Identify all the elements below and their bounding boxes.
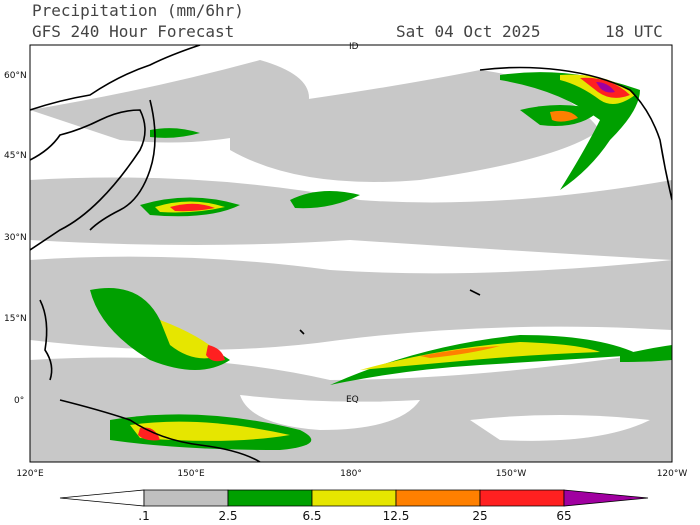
lon-label: 120°E xyxy=(16,469,44,479)
subtitle: GFS 240 Hour Forecast xyxy=(32,22,234,41)
coastlines xyxy=(30,45,672,462)
colorbar-segment xyxy=(563,489,649,507)
lat-label: 30°N xyxy=(4,233,27,243)
colorbar-segment xyxy=(395,489,481,507)
colorbar-label: .1 xyxy=(138,509,149,523)
lat-label: 15°N xyxy=(4,314,27,324)
colorbar-label: 2.5 xyxy=(218,509,237,523)
lon-label: 150°W xyxy=(496,469,527,479)
equator-label: EQ xyxy=(346,395,359,405)
lon-label: 150°E xyxy=(177,469,205,479)
precip-field xyxy=(30,60,672,462)
longitude-labels: 120°E 150°E 180° 150°W 120°W xyxy=(16,469,687,479)
lat-label: 60°N xyxy=(4,71,27,81)
map-area xyxy=(29,44,673,463)
colorbar-segment xyxy=(59,489,145,507)
colorbar-label: 25 xyxy=(472,509,487,523)
colorbar-segment xyxy=(479,489,565,507)
lon-label: 180° xyxy=(340,469,362,479)
colorbar-label: 6.5 xyxy=(302,509,321,523)
dateline-label: ID xyxy=(349,42,359,52)
date: Sat 04 Oct 2025 xyxy=(396,22,541,41)
colorbar-segment xyxy=(143,489,229,507)
title: Precipitation (mm/6hr) xyxy=(32,1,244,20)
lon-label: 120°W xyxy=(657,469,688,479)
latitude-labels: 60°N 45°N 30°N 15°N 0° xyxy=(4,71,27,406)
lat-label: 45°N xyxy=(4,151,27,161)
colorbar-label: 12.5 xyxy=(383,509,410,523)
time: 18 UTC xyxy=(605,22,663,41)
lat-label: 0° xyxy=(14,396,24,406)
colorbar-segment xyxy=(311,489,397,507)
colorbar-segment xyxy=(227,489,313,507)
colorbar: .1 2.5 6.5 12.5 25 65 xyxy=(59,489,649,523)
colorbar-label: 65 xyxy=(556,509,571,523)
